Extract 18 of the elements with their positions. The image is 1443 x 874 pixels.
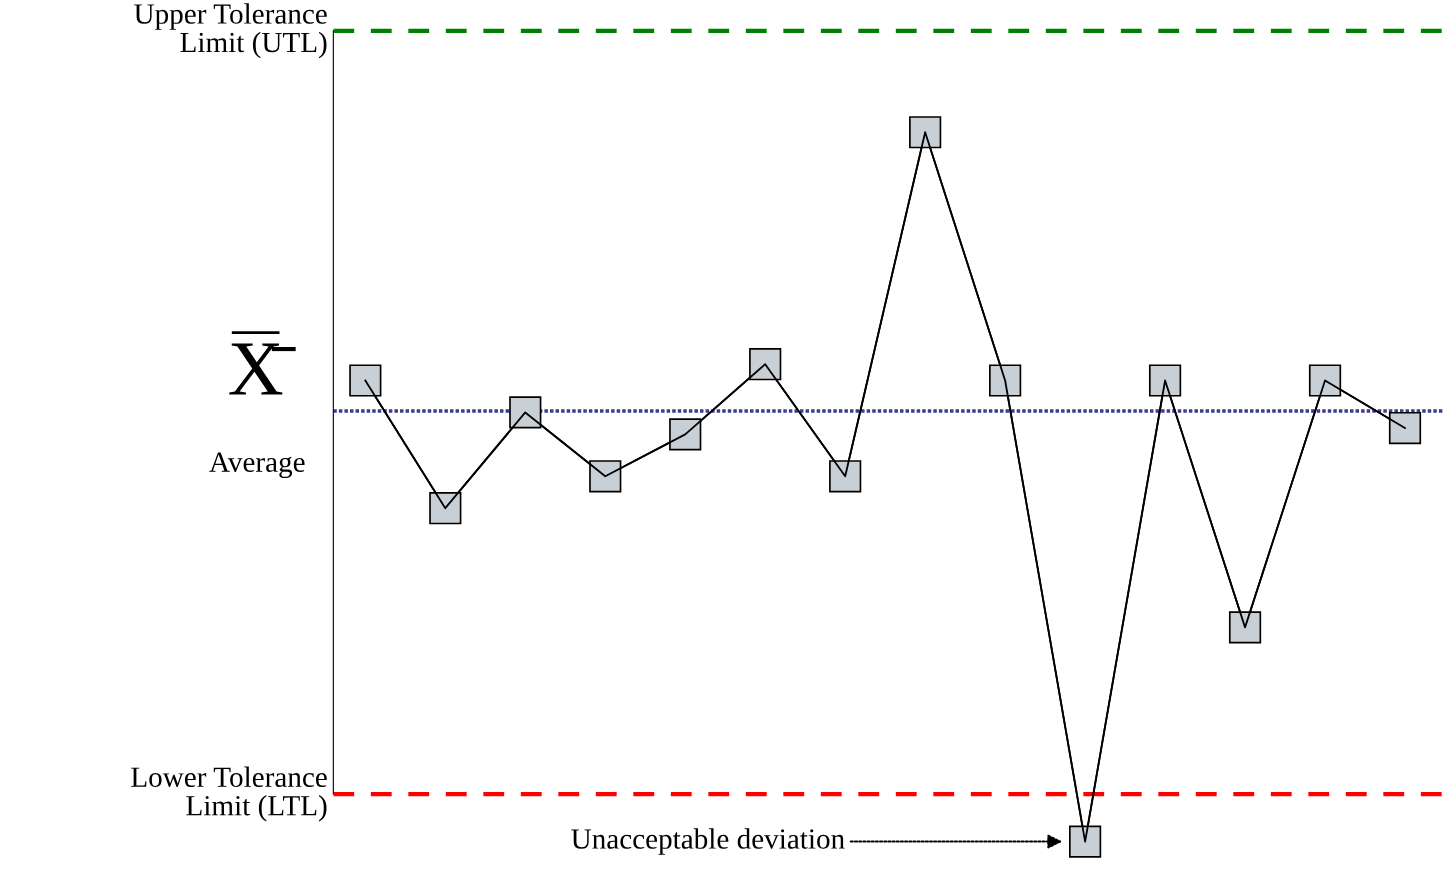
point <box>749 348 782 381</box>
ref-line-label: Lower Tolerance Limit (LTL) <box>131 766 327 822</box>
point <box>829 460 862 493</box>
point <box>589 460 622 493</box>
point <box>1228 611 1262 644</box>
point <box>989 364 1022 397</box>
point <box>1068 825 1102 858</box>
point <box>509 396 542 429</box>
point <box>429 492 462 525</box>
point <box>669 418 702 451</box>
ref-line-label: Upper Tolerance Limit (UTL) <box>134 3 327 59</box>
ref-line-label: X̄ Average <box>209 343 305 478</box>
point <box>1388 411 1422 445</box>
point <box>909 116 942 149</box>
point <box>349 364 382 397</box>
annotation: Unacceptable deviation <box>571 828 845 855</box>
point <box>1148 364 1182 397</box>
point <box>1308 364 1342 397</box>
